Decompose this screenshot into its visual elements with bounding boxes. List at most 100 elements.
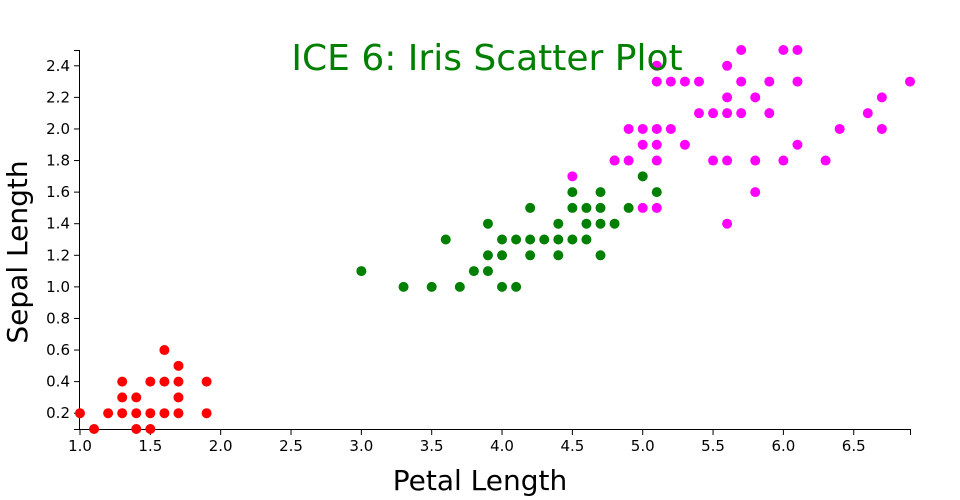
x-tick-label: 5.5 [701,437,725,455]
scatter-point [75,408,85,419]
scatter-point [820,155,831,166]
scatter-point [722,92,733,103]
scatter-point [398,281,409,292]
scatter-point [131,424,142,434]
scatter-point [117,392,128,403]
scatter-point [581,234,592,245]
scatter-point [131,392,142,403]
scatter-point [595,202,606,213]
scatter-point [117,376,128,387]
scatter-point [159,376,170,387]
scatter-point [482,266,493,277]
scatter-point [722,155,733,166]
scatter-point [567,202,578,213]
scatter-point [665,76,676,87]
scatter-point [567,187,578,198]
scatter-point [159,408,170,419]
scatter-point [792,139,803,150]
scatter-point [623,202,634,213]
scatter-point [679,139,690,150]
scatter-point [693,108,704,119]
x-axis-title: Petal Length [393,464,568,497]
scatter-point [454,281,465,292]
scatter-point [426,281,437,292]
scatter-point [651,139,662,150]
scatter-point [651,123,662,134]
scatter-point [89,424,100,434]
scatter-point [722,60,733,71]
scatter-point [201,376,212,387]
scatter-point [637,202,648,213]
x-tick-label: 5.0 [631,437,655,455]
scatter-point [792,76,803,87]
scatter-point [764,76,775,87]
scatter-point [553,250,564,261]
scatter-point [567,171,578,182]
y-tick-label: 1.2 [46,246,70,264]
scatter-point [876,123,887,134]
y-tick-label: 1.0 [46,278,70,296]
y-tick-label: 0.2 [46,404,70,422]
scatter-point [525,250,536,261]
scatter-point [145,376,156,387]
x-tick-label: 1.5 [138,437,162,455]
y-tick-label: 2.4 [46,57,70,75]
scatter-point [173,376,184,387]
x-tick-label: 3.5 [420,437,444,455]
scatter-point [117,408,128,419]
scatter-point [201,408,212,419]
y-tick-label: 1.4 [46,215,70,233]
scatter-point [876,92,887,103]
scatter-point [145,408,156,419]
scatter-point [173,360,184,371]
scatter-point [103,408,114,419]
scatter-point [778,45,789,55]
scatter-point [511,281,522,292]
scatter-point [609,218,620,229]
scatter-point [468,266,479,277]
x-tick-label: 4.0 [490,437,514,455]
scatter-point [567,234,578,245]
y-tick-label: 1.8 [46,152,70,170]
y-axis: 0.2 0.4 0.6 0.8 1.0 1.2 1.4 1.6 1.8 2.0 2.2 2.4 [46,50,80,430]
scatter-point [623,123,634,134]
scatter-point [637,123,648,134]
scatter-point [581,218,592,229]
scatter-point [581,202,592,213]
scatter-point [708,155,719,166]
scatter-point [750,92,761,103]
scatter-point [609,155,620,166]
x-axis: 1.0 1.5 2.0 2.5 3.0 3.5 4.0 4.5 5.0 5.5 6.0 6.5 [68,429,911,455]
scatter-point [482,218,493,229]
scatter-point [497,281,508,292]
scatter-point [525,202,536,213]
scatter-point [679,76,690,87]
scatter-point [145,424,156,434]
y-axis-title: Sepal Length [1,160,34,343]
scatter-point [722,218,733,229]
x-tick-label: 6.0 [771,437,795,455]
scatter-point [693,76,704,87]
scatter-point [651,76,662,87]
scatter-point [497,234,508,245]
scatter-point [595,187,606,198]
scatter-point [736,45,747,55]
scatter-point [778,155,789,166]
scatter-point [623,155,634,166]
scatter-point [482,250,493,261]
scatter-point [651,60,662,71]
scatter-point [722,108,733,119]
scatter-point [736,108,747,119]
y-tick-label: 2.0 [46,120,70,138]
chart-title: ICE 6: Iris Scatter Plot [291,38,682,79]
y-tick-label: 0.4 [46,373,70,391]
scatter-point [862,108,873,119]
scatter-point [764,108,775,119]
scatter-point [651,155,662,166]
scatter-point [792,45,803,55]
scatter-point [356,266,367,277]
x-tick-label: 2.5 [279,437,303,455]
y-tick-label: 2.2 [46,88,70,106]
scatter-point [750,187,761,198]
